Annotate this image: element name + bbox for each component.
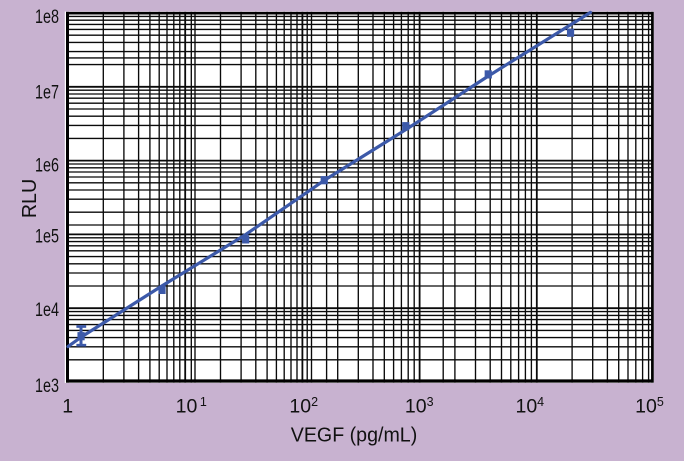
svg-text:104: 104 [515,395,544,418]
svg-text:1e7: 1e7 [35,81,59,103]
svg-text:VEGF (pg/mL): VEGF (pg/mL) [291,424,418,447]
svg-text:1e5: 1e5 [35,225,59,247]
svg-text:1e3: 1e3 [35,375,59,397]
svg-text:105: 105 [635,395,664,418]
svg-text:1e8: 1e8 [35,6,59,28]
svg-text:1e4: 1e4 [35,299,59,321]
svg-text:102: 102 [289,395,318,418]
svg-text:103: 103 [405,395,434,418]
svg-text:1e6: 1e6 [35,154,59,176]
svg-text:RLU: RLU [19,179,41,218]
svg-text:1: 1 [62,396,73,418]
